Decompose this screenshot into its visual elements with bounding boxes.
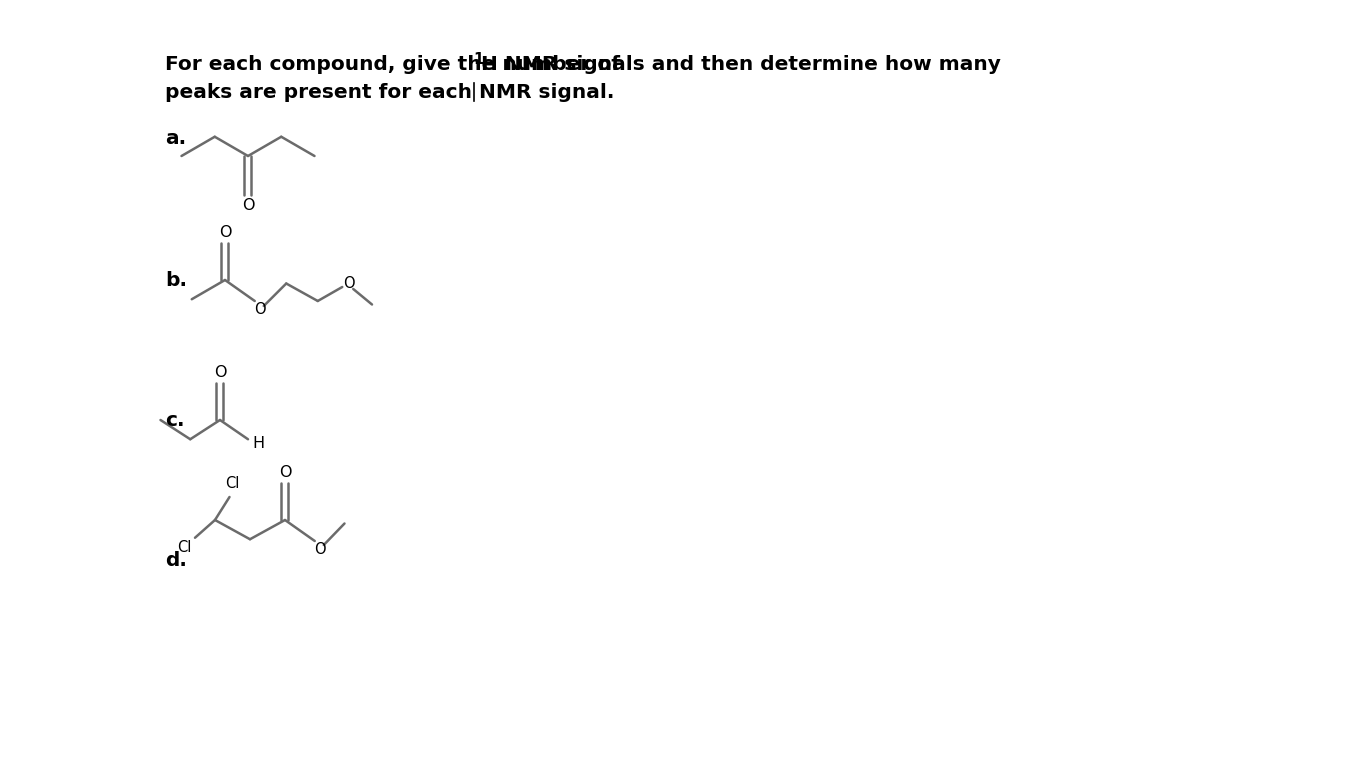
Text: O: O — [219, 225, 231, 240]
Text: Cl: Cl — [225, 476, 239, 492]
Text: a.: a. — [165, 128, 186, 147]
Text: H NMR signals and then determine how many: H NMR signals and then determine how man… — [481, 55, 1001, 74]
Text: O: O — [314, 542, 325, 558]
Text: c.: c. — [165, 411, 184, 429]
Text: O: O — [279, 465, 291, 480]
Text: O: O — [242, 198, 254, 213]
Text: O: O — [254, 303, 265, 317]
Text: H: H — [251, 435, 264, 451]
Text: d.: d. — [165, 551, 187, 570]
Text: O: O — [213, 365, 227, 379]
Text: peaks are present for each NMR signal.: peaks are present for each NMR signal. — [165, 82, 615, 101]
Text: O: O — [343, 276, 355, 290]
Text: b.: b. — [165, 270, 187, 290]
Text: For each compound, give the number of: For each compound, give the number of — [165, 55, 627, 74]
Text: 1: 1 — [473, 51, 484, 67]
Text: Cl: Cl — [176, 540, 191, 555]
